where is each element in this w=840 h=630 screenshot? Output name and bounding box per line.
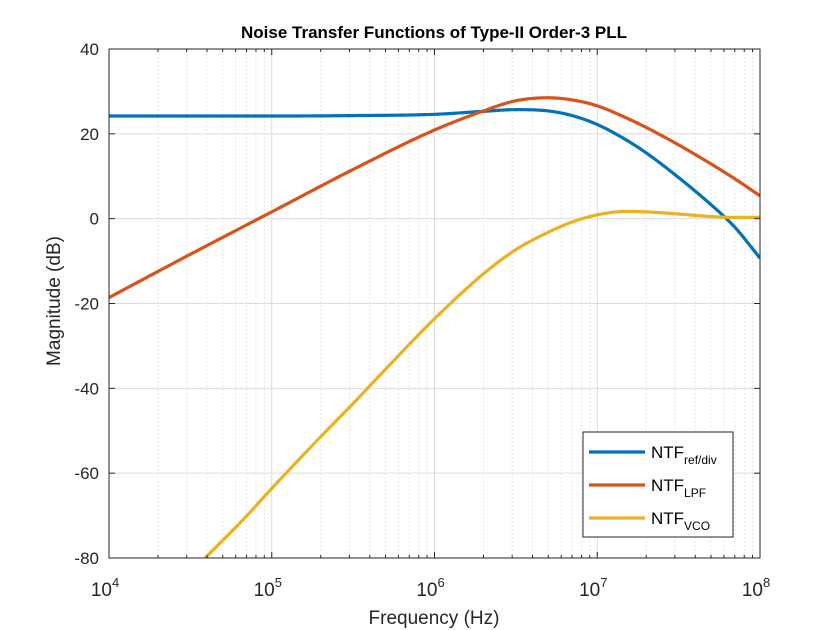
legend-subscript: VCO (684, 519, 710, 533)
legend-name: NTF (651, 476, 684, 495)
y-tick-label: 20 (80, 125, 99, 144)
legend-subscript: LPF (684, 486, 706, 500)
x-tick-label: 106 (416, 575, 444, 601)
axis-ticks (108, 48, 761, 559)
x-axis-label: Frequency (Hz) (369, 608, 500, 629)
series-line-ref-div (109, 108, 760, 260)
y-tick-label: -60 (74, 464, 99, 483)
y-tick-label: 40 (80, 40, 99, 59)
x-tick-base: 10 (579, 580, 600, 601)
x-tick-exponent: 5 (275, 575, 282, 590)
legend-name: NTF (651, 443, 684, 462)
legend-entry: NTFVCO (651, 509, 710, 533)
x-tick-label: 104 (91, 575, 119, 601)
y-tick-label: 0 (90, 210, 99, 229)
x-tick-label: 108 (742, 575, 770, 601)
chart-title: Noise Transfer Functions of Type-II Orde… (241, 23, 627, 42)
x-tick-base: 10 (254, 580, 275, 601)
x-tick-base: 10 (742, 580, 763, 601)
legend-name: NTF (651, 509, 684, 528)
x-tick-exponent: 6 (437, 575, 444, 590)
legend-subscript: ref/div (684, 453, 717, 467)
series-line-lpf (109, 96, 760, 299)
y-tick-label: -40 (74, 379, 99, 398)
y-tick-label: -20 (74, 295, 99, 314)
x-tick-exponent: 7 (600, 575, 607, 590)
legend-entry: NTFref/div (651, 443, 717, 467)
x-tick-label: 107 (579, 575, 607, 601)
x-tick-label: 105 (254, 575, 282, 601)
x-tick-base: 10 (91, 580, 112, 601)
legend-entry: NTFLPF (651, 476, 706, 500)
x-tick-base: 10 (416, 580, 437, 601)
y-tick-label: -80 (74, 549, 99, 568)
x-tick-exponent: 4 (112, 575, 119, 590)
series-lines (109, 96, 760, 558)
y-axis-label: Magnitude (dB) (44, 236, 65, 366)
series-line-vco (204, 209, 760, 558)
x-tick-exponent: 8 (763, 575, 770, 590)
